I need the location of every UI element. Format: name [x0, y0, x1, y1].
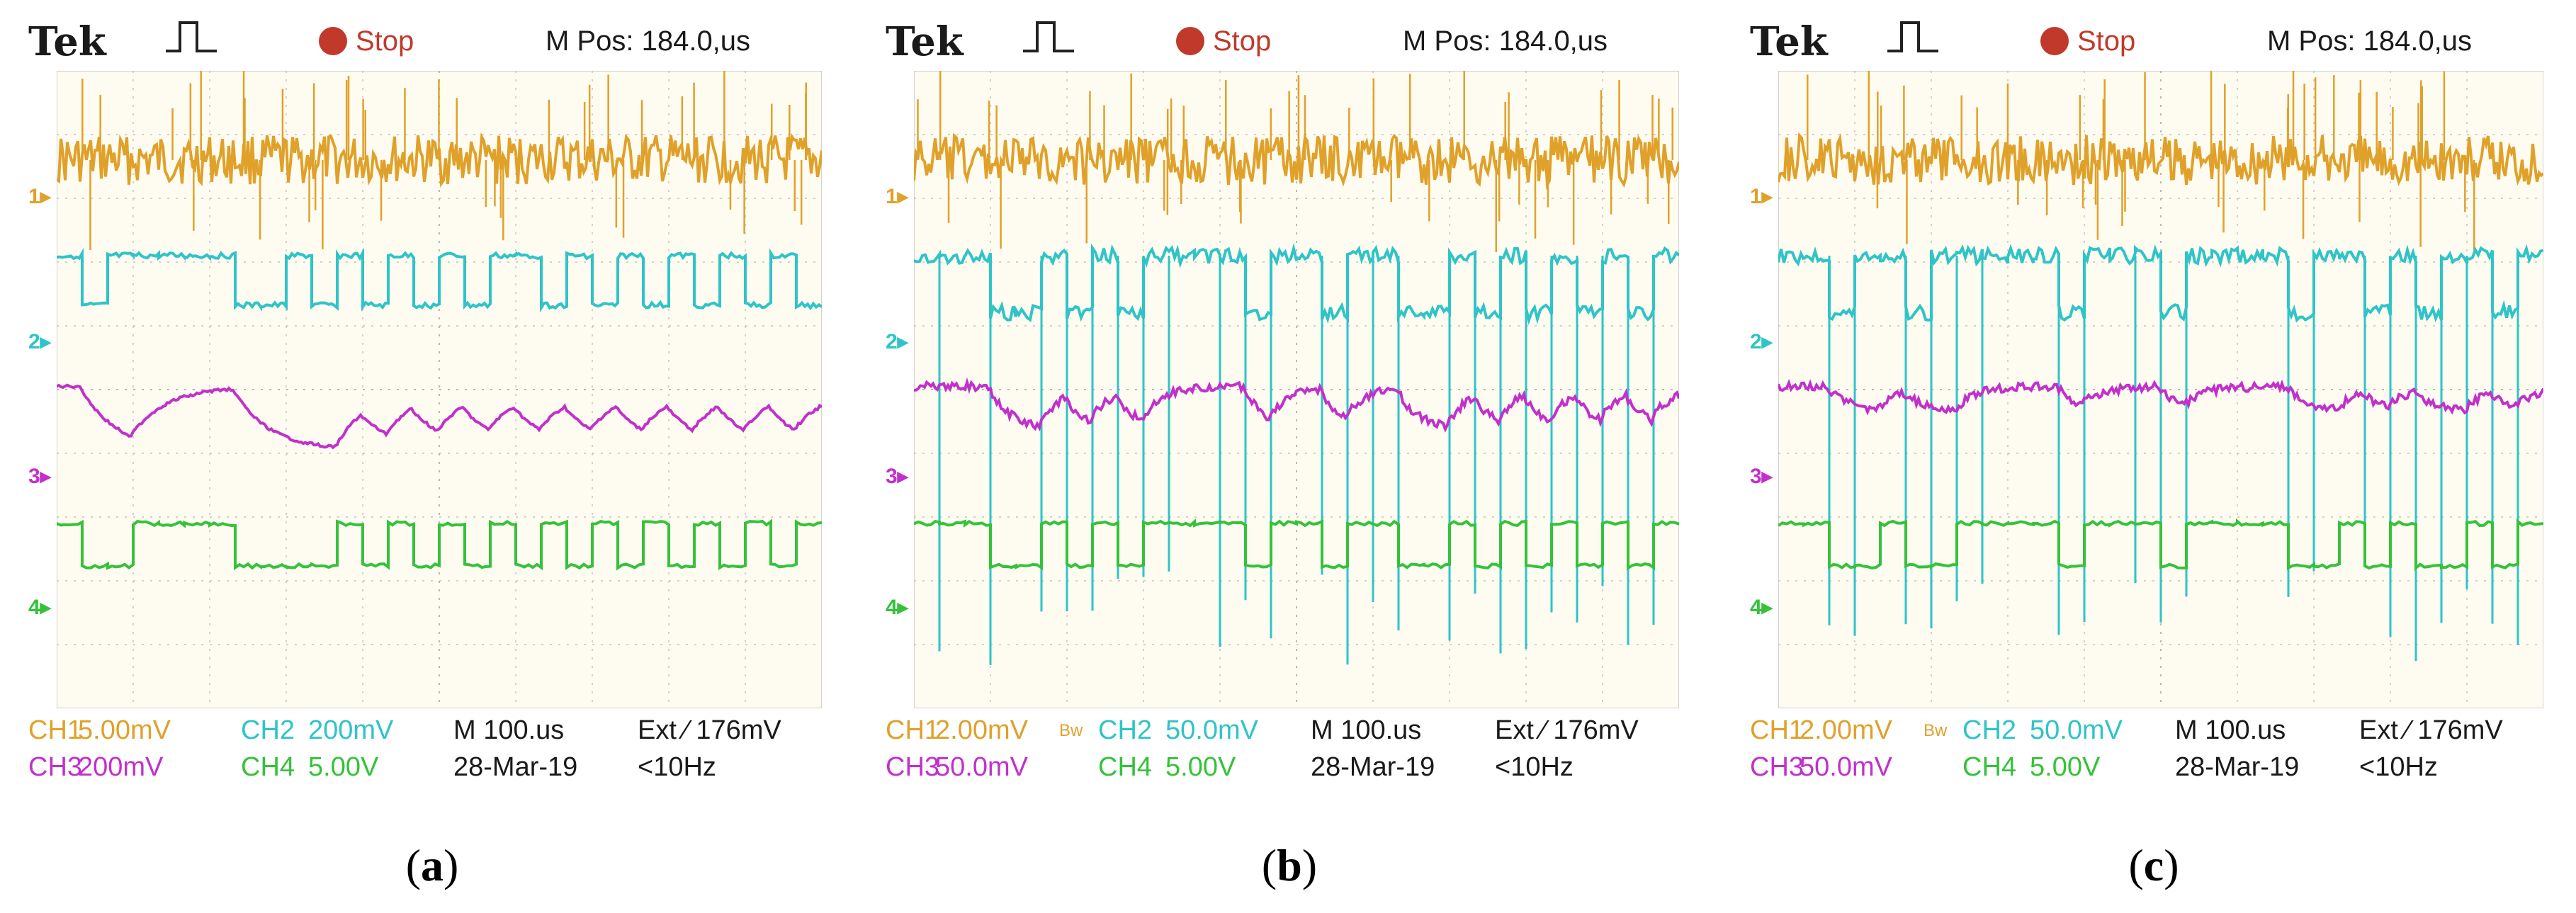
ch3-trace — [1778, 379, 2543, 416]
scope-header: Tek Stop M Pos: 184.0,us — [1750, 0, 2558, 71]
ch2-marker: 2▸ — [1750, 330, 1773, 353]
scope-screen: Tek Stop M Pos: 184.0,us ⬇ 1▸ 2▸ 3▸ 4▸ C… — [1750, 0, 2558, 822]
panel-caption: (b) — [1261, 840, 1318, 890]
brand-label: Tek — [1750, 18, 1828, 65]
scope-screen: Tek Stop M Pos: 184.0,us ⬇ 1▸ 2▸ 3▸ 4▸ C… — [28, 0, 836, 822]
trigger-readout: Ext ∕ 176mV — [2359, 715, 2503, 745]
date-readout: 28-Mar-19 — [1311, 752, 1435, 782]
pulse-trigger-icon — [1023, 21, 1074, 52]
stop-indicator-icon — [2040, 27, 2069, 55]
ch4-trace — [57, 518, 822, 571]
ch2-scale: 200mV — [308, 715, 394, 745]
ch1-scale: 5.00mV — [78, 715, 171, 745]
panel-caption-letter: a — [421, 840, 444, 890]
ch3-trace — [914, 377, 1679, 433]
waveform-plot — [57, 71, 822, 708]
scope-panel-c: Tek Stop M Pos: 184.0,us ⬇ 1▸ 2▸ 3▸ 4▸ C… — [1750, 0, 2558, 913]
ch1-label: CH1 — [1750, 715, 1804, 745]
waveform-graticule — [914, 71, 1679, 708]
scope-header: Tek Stop M Pos: 184.0,us — [28, 0, 836, 71]
ch3-marker: 3▸ — [1750, 465, 1773, 488]
stop-indicator-icon — [1176, 27, 1204, 55]
ch4-scale: 5.00V — [2030, 752, 2101, 782]
timebase-readout: M 100.us — [1311, 715, 1422, 745]
waveform-graticule — [57, 71, 822, 708]
trigger-frequency: <10Hz — [638, 752, 716, 782]
trigger-readout: Ext ∕ 176mV — [1495, 715, 1639, 745]
m-pos-readout: M Pos: 184.0,us — [2267, 25, 2473, 57]
scope-readout: CH1 2.00mV Bw CH2 50.0mV M 100.us Ext ∕ … — [1750, 715, 2558, 822]
ch4-scale: 5.00V — [308, 752, 379, 782]
ch3-scale: 50.0mV — [1800, 752, 1892, 782]
ch2-marker: 2▸ — [886, 330, 908, 353]
trigger-frequency: <10Hz — [1495, 752, 1574, 782]
pulse-trigger-icon — [166, 21, 217, 52]
ch3-trace — [57, 383, 822, 450]
ch2-marker: 2▸ — [28, 330, 51, 353]
ch3-label: CH3 — [886, 752, 940, 782]
ch4-label: CH4 — [241, 752, 295, 782]
scope-panel-b: Tek Stop M Pos: 184.0,us ⬇ 1▸ 2▸ 3▸ 4▸ C… — [886, 0, 1693, 913]
ch3-label: CH3 — [1750, 752, 1804, 782]
panel-caption: (a) — [405, 840, 459, 890]
m-pos-readout: M Pos: 184.0,us — [546, 25, 751, 57]
ch4-scale: 5.00V — [1165, 752, 1236, 782]
ch1-marker: 1▸ — [1750, 185, 1773, 208]
ch1-scale: 2.00mV — [1800, 715, 1892, 745]
ch2-label: CH2 — [1962, 715, 2017, 745]
timebase-readout: M 100.us — [2175, 715, 2286, 745]
ch3-marker: 3▸ — [28, 465, 51, 488]
pulse-trigger-icon — [1887, 21, 1938, 52]
ch4-trace — [914, 518, 1679, 571]
scope-screen: Tek Stop M Pos: 184.0,us ⬇ 1▸ 2▸ 3▸ 4▸ C… — [886, 0, 1693, 822]
waveform-graticule — [1778, 71, 2543, 708]
scope-readout: CH1 2.00mV Bw CH2 50.0mV M 100.us Ext ∕ … — [886, 715, 1693, 822]
ch1-label: CH1 — [886, 715, 940, 745]
acquisition-state: Stop — [2077, 25, 2136, 57]
ch4-marker: 4▸ — [886, 596, 908, 619]
ch1-scale: 2.00mV — [935, 715, 1028, 745]
acquisition-state: Stop — [1213, 25, 1272, 57]
timebase-readout: M 100.us — [453, 715, 565, 745]
panel-caption-letter: b — [1277, 840, 1302, 890]
panel-caption: (c) — [2128, 840, 2179, 890]
ch2-label: CH2 — [1098, 715, 1153, 745]
brand-label: Tek — [886, 18, 964, 65]
ch2-scale: 50.0mV — [1165, 715, 1258, 745]
ch4-label: CH4 — [1098, 752, 1153, 782]
ch1-marker: 1▸ — [886, 185, 908, 208]
ch4-marker: 4▸ — [28, 596, 51, 619]
stop-indicator-icon — [319, 27, 347, 55]
panel-caption-letter: c — [2143, 840, 2164, 890]
scope-header: Tek Stop M Pos: 184.0,us — [886, 0, 1693, 71]
trigger-readout: Ext ∕ 176mV — [638, 715, 781, 745]
ch1-trace — [1778, 132, 2543, 186]
ch1-marker: 1▸ — [28, 185, 51, 208]
scope-readout: CH1 5.00mV CH2 200mV M 100.us Ext ∕ 176m… — [28, 715, 836, 822]
date-readout: 28-Mar-19 — [2175, 752, 2300, 782]
acquisition-state: Stop — [356, 25, 414, 57]
bandwidth-limit-badge: Bw — [1923, 721, 1948, 740]
ch4-marker: 4▸ — [1750, 596, 1773, 619]
ch2-trace — [57, 247, 822, 313]
ch4-label: CH4 — [1962, 752, 2017, 782]
waveform-plot — [1778, 71, 2543, 708]
trigger-frequency: <10Hz — [2359, 752, 2438, 782]
ch1-label: CH1 — [28, 715, 83, 745]
ch3-scale: 200mV — [78, 752, 164, 782]
brand-label: Tek — [28, 18, 106, 65]
ch2-label: CH2 — [241, 715, 295, 745]
ch1-trace — [914, 132, 1679, 191]
ch3-marker: 3▸ — [886, 465, 908, 488]
bandwidth-limit-badge: Bw — [1059, 721, 1083, 740]
ch3-label: CH3 — [28, 752, 83, 782]
scope-panel-a: Tek Stop M Pos: 184.0,us ⬇ 1▸ 2▸ 3▸ 4▸ C… — [28, 0, 836, 913]
date-readout: 28-Mar-19 — [453, 752, 578, 782]
ch3-scale: 50.0mV — [935, 752, 1028, 782]
ch2-scale: 50.0mV — [2030, 715, 2123, 745]
waveform-plot — [914, 71, 1679, 708]
m-pos-readout: M Pos: 184.0,us — [1403, 25, 1608, 57]
ch4-trace — [1778, 518, 2543, 572]
